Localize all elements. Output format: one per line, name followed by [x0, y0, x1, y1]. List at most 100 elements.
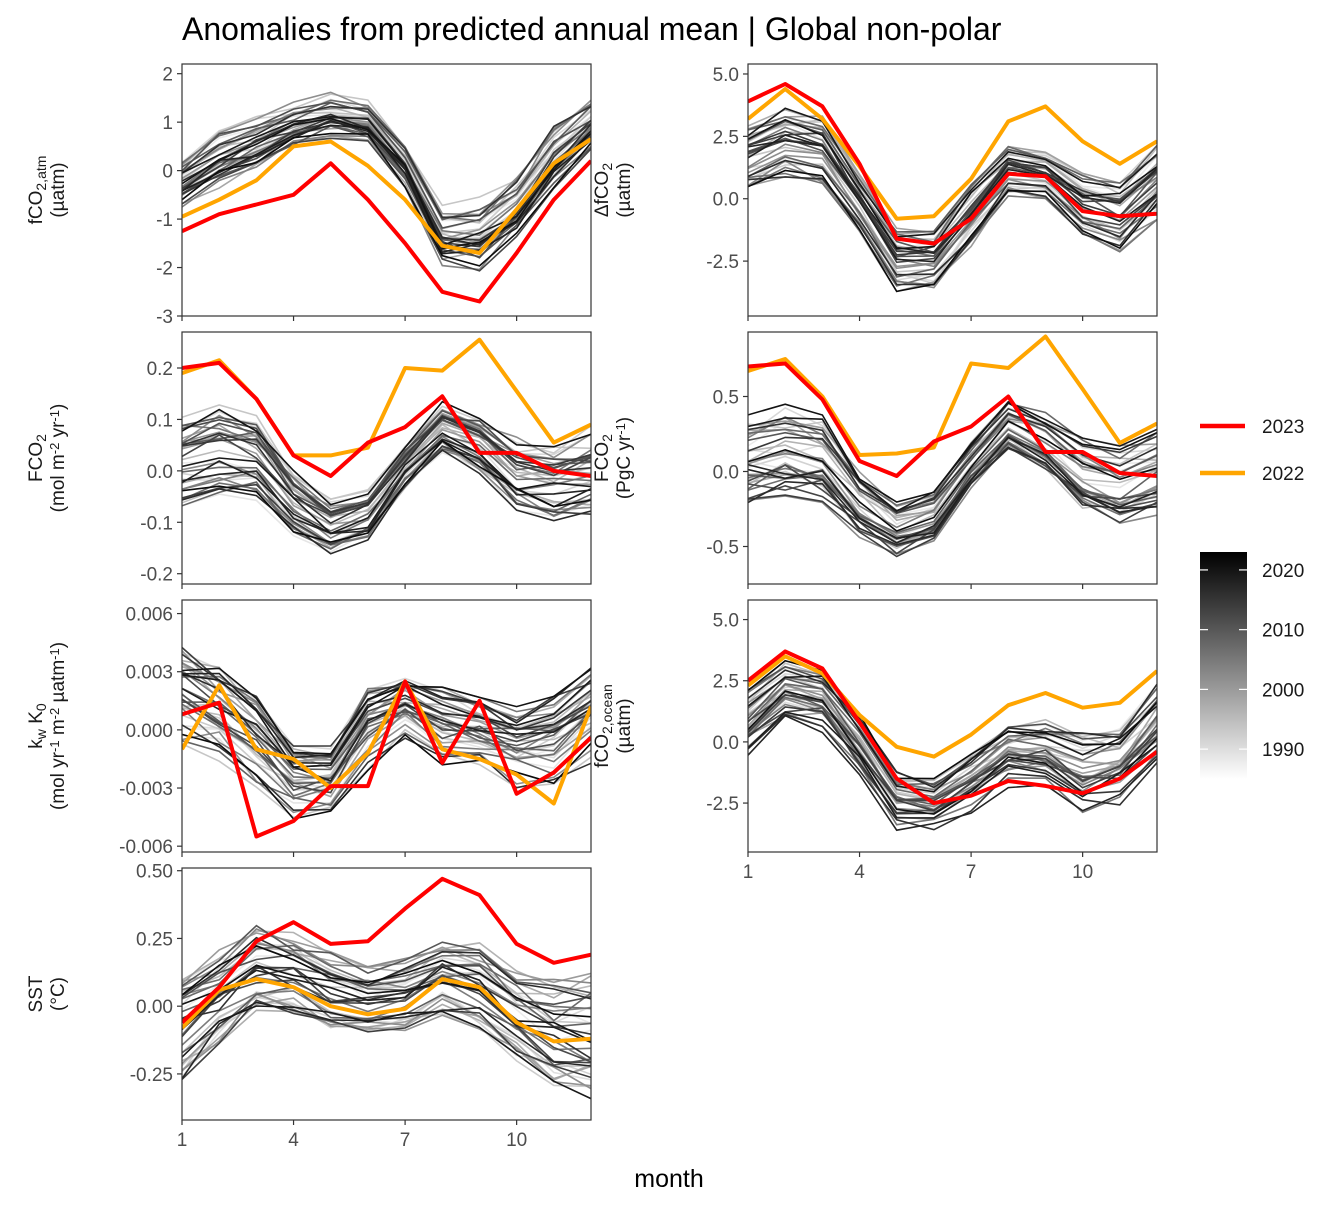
y-tick-label: 0.006 — [125, 605, 173, 626]
ensemble-line-1985 — [182, 955, 591, 1043]
panel-fco2_flux_global: 0.5 0.0 -0.5 FCO2(PgC yr-1) — [592, 331, 1158, 589]
series-2022 — [748, 87, 1157, 221]
series-2023 — [182, 876, 591, 1024]
y-axis-label: fCO2,ocean(µatm) — [592, 684, 635, 768]
ensemble-line-2017 — [182, 1001, 591, 1080]
y-axis-label: FCO2(mol m-2 yr-1) — [26, 404, 69, 513]
y-tick-label: -0.2 — [140, 565, 173, 586]
legend-label-2022: 2022 — [1262, 464, 1304, 485]
y-axis-label-part: (µatm) — [614, 698, 635, 753]
ensemble-line-2016 — [748, 159, 1157, 276]
panel-border — [747, 63, 1158, 317]
ensemble-line-1994 — [182, 106, 591, 230]
y-tick-label: -1 — [156, 210, 173, 231]
y-axis-label-part: 2,atm — [33, 156, 49, 191]
y-axis-label-line: (mol yr-1 m-2 µatm-1) — [47, 642, 69, 810]
ensemble-line-2018 — [748, 134, 1157, 263]
y-axis-label-line: FCO2 — [592, 434, 615, 482]
y-axis-label-line: fCO2,ocean — [592, 684, 615, 768]
y-tick-label: -0.1 — [140, 513, 173, 534]
y-tick-label: 0.003 — [125, 663, 173, 684]
ensemble-line-2020 — [182, 117, 591, 250]
ensemble-line-2008 — [748, 434, 1157, 541]
panel-lines — [182, 91, 591, 304]
y-axis-label: FCO2(PgC yr-1) — [592, 417, 635, 499]
panel-lines — [182, 876, 591, 1100]
ensemble-line-2006 — [182, 434, 591, 532]
ensemble-line-2007 — [748, 428, 1157, 534]
series-2022 — [182, 679, 591, 806]
x-tick-label: 10 — [506, 1130, 527, 1151]
y-axis-label-part: FCO — [26, 442, 47, 482]
y-tick-label: -2.5 — [706, 794, 739, 815]
series-2023 — [748, 361, 1157, 478]
ensemble-line-2018 — [748, 436, 1157, 540]
panel-fco2atm: 2 1 0 -1 -2 -3 fCO2,atm(µatm) — [26, 63, 592, 328]
y-axis-label: fCO2,atm(µatm) — [26, 156, 69, 225]
ensemble-line-2003 — [748, 419, 1157, 529]
ensemble-line-2008 — [748, 120, 1157, 233]
ensemble-line-2019 — [182, 674, 591, 768]
ensemble-line-2021 — [182, 132, 591, 267]
y-tick-label: 5.0 — [713, 65, 739, 86]
y-axis-label-part: (µatm) — [614, 162, 635, 217]
y-axis-label-line: ΔfCO2 — [592, 163, 615, 217]
y-axis-label-part: 2 — [599, 434, 615, 442]
y-tick-label: 0.00 — [136, 997, 173, 1018]
ensemble-line-2008 — [182, 101, 591, 221]
y-tick-label: 0.5 — [713, 388, 739, 409]
y-axis-label-part: w — [33, 728, 49, 740]
y-axis-label-part: yr — [48, 421, 69, 443]
x-tick-label: 7 — [400, 1130, 411, 1151]
y-tick-label: 1 — [162, 113, 173, 134]
ensemble-line-2009 — [182, 924, 591, 994]
panel-background — [748, 64, 1157, 316]
y-tick-label: 0.000 — [125, 721, 173, 742]
y-axis-label-part: ΔfCO — [592, 171, 613, 217]
y-axis-label: SST (°C) — [26, 975, 69, 1012]
ensemble-line-2016 — [748, 446, 1157, 546]
ensemble-line-2019 — [748, 675, 1157, 793]
y-tick-label: 5.0 — [713, 611, 739, 632]
y-tick-label: 0.2 — [147, 359, 173, 380]
ensemble-line-2015 — [748, 176, 1157, 286]
y-tick-label: 2 — [162, 65, 173, 86]
ensemble-line-2020 — [182, 400, 591, 506]
ensemble-line-2019 — [182, 115, 591, 247]
ensemble-line-2016 — [182, 672, 591, 765]
y-axis-label-part: (mol m — [48, 454, 69, 512]
panel-border — [181, 867, 592, 1121]
y-tick-label: 0.0 — [147, 462, 173, 483]
colorbar-label: 1990 — [1262, 740, 1304, 761]
ensemble-line-2020 — [748, 118, 1157, 250]
y-axis-label-part: k — [26, 739, 47, 749]
y-tick-label: 0.1 — [147, 410, 173, 431]
y-axis-label-part: (µatm) — [48, 162, 69, 217]
panel-sst: 0.50 0.25 0.00 -0.25 1 4 7 10 SST (°C) — [26, 862, 592, 1151]
y-axis-label-part: ) — [48, 642, 69, 648]
y-axis-label-part: (mol yr — [48, 751, 69, 810]
ensemble-line-2021 — [748, 169, 1157, 293]
ensemble-line-1997 — [182, 997, 591, 1080]
series-2022 — [182, 137, 591, 255]
x-tick-label: 1 — [177, 1130, 188, 1151]
y-axis-label-line: (µatm) — [48, 162, 69, 217]
ensemble-line-1995 — [182, 1003, 591, 1081]
ensemble-line-2020 — [182, 964, 591, 1042]
y-axis-label-part: ) — [48, 404, 69, 410]
y-axis-label-part: -1 — [47, 740, 62, 752]
ensemble-line-2016 — [182, 936, 591, 1000]
ensemble-line-2021 — [182, 439, 591, 543]
panel-border — [181, 63, 592, 317]
panel-dfco2: 5.0 2.5 0.0 -2.5 ΔfCO2(µatm) — [592, 63, 1158, 321]
ensemble-line-1994 — [182, 427, 591, 518]
panel-fco2ocean: 5.0 2.5 0.0 -2.5 1 4 7 10 fCO2,ocean(µatm) — [592, 599, 1158, 883]
y-tick-label: -0.006 — [119, 837, 173, 858]
ensemble-line-2017 — [182, 667, 591, 759]
panel-border — [181, 331, 592, 585]
y-axis-label-part: SST — [26, 975, 47, 1012]
series-2023 — [182, 360, 591, 478]
y-axis-label-part: -1 — [613, 423, 628, 435]
y-axis-label: kw K0(mol yr-1 m-2 µatm-1) — [26, 642, 69, 810]
ensemble-line-1987 — [182, 990, 591, 1081]
